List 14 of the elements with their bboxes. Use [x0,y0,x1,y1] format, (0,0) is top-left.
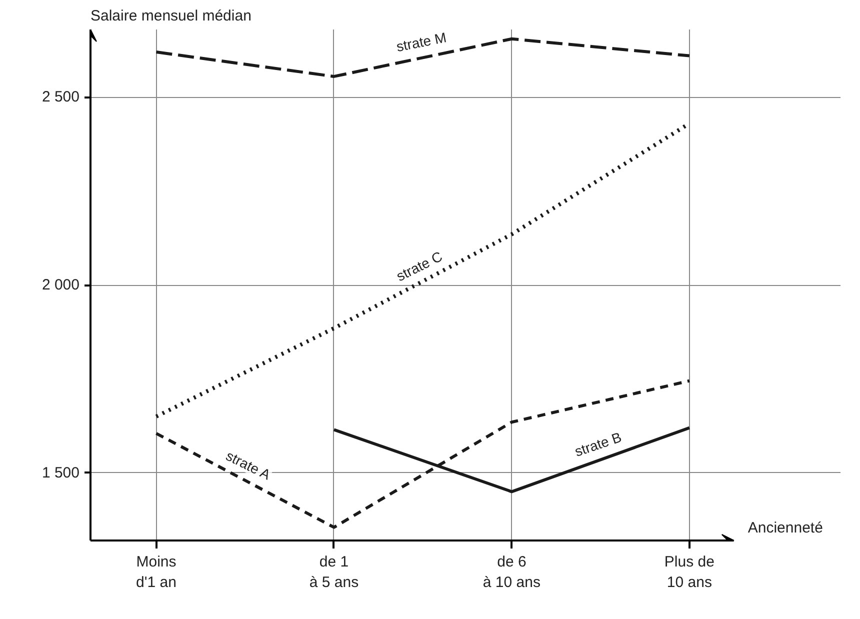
y-axis-title: Salaire mensuel médian [90,8,252,24]
y-tick-label: 1 500 [42,464,80,482]
x-tick-label: de 6 à 10 ans [482,554,540,591]
x-tick-label: de 1 à 5 ans [309,554,359,591]
line-series [154,379,691,529]
y-tick-label: 2 500 [42,88,80,106]
text: strate A [224,447,274,484]
text: strate B [572,428,624,460]
text: strate M [394,29,448,55]
x-tick-label: Moins d'1 an [136,554,176,591]
x-axis-title: Ancienneté [748,520,823,536]
text: strate C [394,248,445,284]
x-tick-label: Plus de 10 ans [664,554,714,591]
y-tick-label: 2 000 [42,276,80,294]
